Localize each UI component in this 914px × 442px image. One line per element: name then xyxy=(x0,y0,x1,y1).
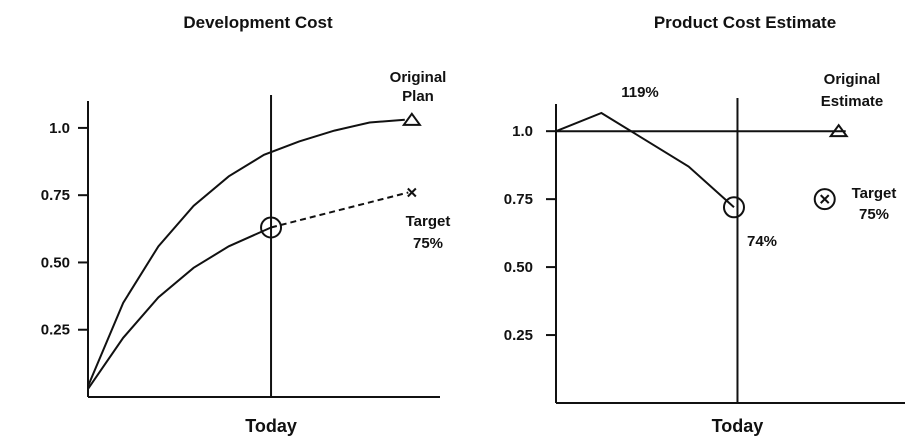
annotation: 74% xyxy=(747,233,777,250)
y-tick-label: 1.0 xyxy=(512,123,533,140)
chart-title: Development Cost xyxy=(183,13,333,32)
annotation: Original xyxy=(390,69,447,86)
marker-x xyxy=(407,187,417,198)
series-line xyxy=(270,191,409,229)
marker-circle xyxy=(260,216,283,239)
today-label: Today xyxy=(245,416,297,436)
y-tick-label: 0.75 xyxy=(41,187,70,204)
y-tick-label: 0.25 xyxy=(41,322,70,339)
marker-circle xyxy=(813,188,836,211)
y-tick-label: 0.50 xyxy=(41,254,70,271)
chart-title: Product Cost Estimate xyxy=(654,13,836,32)
annotation: 75% xyxy=(859,206,889,223)
annotation: 75% xyxy=(413,235,443,252)
annotation: Plan xyxy=(402,88,434,105)
annotation: Estimate xyxy=(821,93,884,110)
today-label: Today xyxy=(712,416,764,436)
annotation: Target xyxy=(406,213,451,230)
series-line xyxy=(87,118,405,387)
series-line xyxy=(87,226,272,390)
annotation: Original xyxy=(824,71,881,88)
y-tick-label: 0.75 xyxy=(504,191,533,208)
marker-circle xyxy=(722,196,745,219)
annotation: Target xyxy=(852,185,897,202)
series-line xyxy=(555,111,735,209)
annotation: 119% xyxy=(621,84,659,101)
y-tick-label: 1.0 xyxy=(49,120,70,137)
marker-triangle xyxy=(401,112,422,126)
marker-triangle xyxy=(828,123,849,138)
y-tick-label: 0.25 xyxy=(504,327,533,344)
marker-x xyxy=(820,194,830,204)
y-tick-label: 0.50 xyxy=(504,259,533,276)
